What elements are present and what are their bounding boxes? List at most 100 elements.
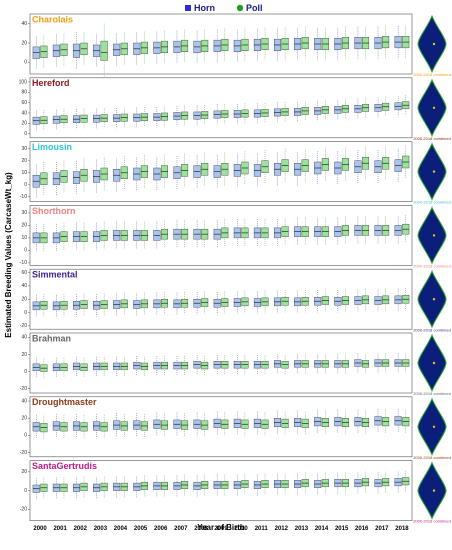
violin [417,14,447,74]
x-tick-label: 2002 [74,526,88,532]
violin-mean [432,425,436,428]
y-tick-label: 0 [24,488,27,494]
x-axis-label: Year of Birth [197,523,245,532]
x-tick-label: 2008 [194,526,208,532]
x-tick-label: 2013 [295,526,309,532]
violin-label: 2000-2018 combined [413,327,451,332]
x-tick-label: 2009 [214,526,228,532]
violin-label: 2000-2018 combined [413,72,451,77]
y-tick-label: 0 [24,310,27,316]
y-tick-label: 0 [24,182,27,188]
y-tick-label: 20 [21,297,27,303]
violin-label: 2000-2018 combined [413,455,451,460]
violin-mean [432,234,436,237]
y-axis-label: Estimated Breeding Values (CarcaseWt_kg) [4,172,13,338]
violin [417,78,447,138]
x-tick-label: 2005 [134,526,148,532]
violin-mean [432,298,436,301]
y-tick-label: 20 [21,40,27,46]
y-tick-label: 10 [21,170,27,176]
y-tick-label: 60 [21,100,27,106]
panel-title: Limousin [32,142,72,152]
y-tick-label: 20 [21,352,27,358]
violin-mean [432,489,436,492]
x-tick-label: 2011 [255,526,269,532]
violin [417,206,447,265]
violin [417,269,447,329]
legend-label: Horn [194,3,215,13]
x-tick-label: 2015 [335,526,349,532]
legend-marker [236,4,244,12]
y-tick-label: 30 [21,210,27,216]
y-tick-label: 20 [21,223,27,229]
y-tick-label: 20 [21,469,27,475]
y-tick-label: 40 [21,335,27,341]
violin-label: 2000-2018 combined [413,391,451,396]
violin-mean [432,106,436,110]
y-tick-label: -20 [20,450,27,456]
y-tick-label: 0 [24,60,27,66]
panel-frame [29,396,413,458]
panel-title: Hereford [32,78,70,88]
box [100,40,108,61]
violin [417,397,447,457]
violin-label: 2000-2018 combined [413,519,451,524]
x-tick-label: 2003 [94,526,108,532]
violin-mean [432,361,436,365]
x-tick-label: 2016 [355,526,369,532]
x-tick-label: 2018 [395,526,409,532]
y-tick-label: 40 [21,110,27,116]
x-tick-label: 2017 [375,526,389,532]
y-tick-label: 30 [21,146,27,152]
violin-label: 2000-2018 combined [413,263,451,268]
y-tick-label: -10 [20,260,27,266]
violin-mean [432,42,436,46]
y-tick-label: -20 [20,507,27,513]
violin-label: 2000-2018 combined [413,136,451,141]
y-tick-label: 80 [21,90,27,96]
y-tick-label: 20 [21,158,27,164]
violin [417,461,447,520]
violin-label: 2000-2018 combined [413,200,451,205]
panel-frame [29,205,413,266]
legend-label: Poll [246,3,263,13]
panel-frame [29,141,413,202]
y-tick-label: 0 [24,131,27,137]
x-tick-label: 2004 [114,526,128,532]
legend-marker [185,5,191,11]
y-tick-label: -20 [20,386,27,392]
violin [417,333,447,393]
panel-title: Charolais [32,14,73,24]
y-tick-label: -20 [20,323,27,329]
panel-title: SantaGertrudis [32,461,97,471]
y-tick-label: 100 [19,79,28,85]
panel-title: Shorthorn [32,206,76,216]
y-tick-label: 0 [24,433,27,439]
panel-title: Droughtmaster [32,397,97,407]
y-tick-label: 40 [21,283,27,289]
panel-frame [29,13,413,75]
y-tick-label: 0 [24,369,27,375]
y-tick-label: 40 [21,21,27,27]
y-tick-label: 10 [21,235,27,241]
panel-frame [29,77,413,139]
x-tick-label: 2000 [33,526,47,532]
y-tick-label: 20 [21,416,27,422]
x-tick-label: 2006 [154,526,168,532]
y-tick-label: -10 [20,194,27,200]
y-tick-label: 40 [21,398,27,404]
panel-frame [29,332,413,394]
y-tick-label: 0 [24,248,27,254]
x-tick-label: 2001 [53,526,67,532]
panel-title: Simmental [32,270,78,280]
y-tick-label: 60 [21,270,27,276]
violin-mean [432,170,436,173]
panel-title: Brahman [32,333,71,343]
x-tick-label: 2014 [315,526,329,532]
y-tick-label: 20 [21,121,27,127]
x-tick-label: 2012 [275,526,289,532]
x-tick-label: 2007 [174,526,188,532]
x-tick-label: 2010 [234,526,248,532]
violin [417,142,447,201]
